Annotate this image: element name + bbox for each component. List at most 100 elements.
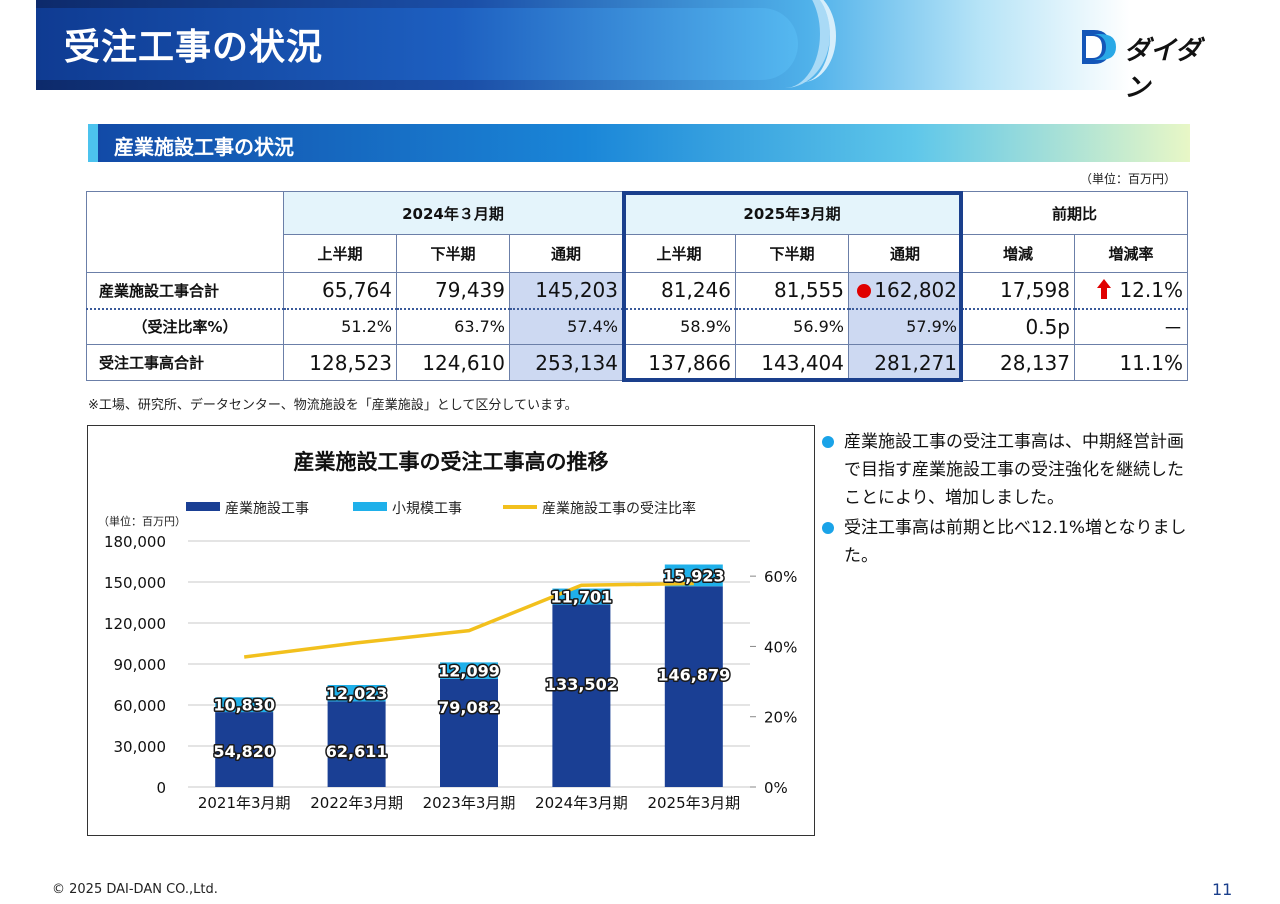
table-header-periods: 上半期 下半期 通期 上半期 下半期 通期 増減 増減率 <box>87 234 1188 273</box>
bar-small-works <box>440 662 498 679</box>
y2-tick-label: 40% <box>764 638 797 656</box>
page-title: 受注工事の状況 <box>64 27 324 68</box>
y-tick-label: 30,000 <box>114 738 167 756</box>
logo-mark-icon <box>1082 30 1116 64</box>
page-number: 11 <box>1212 880 1233 899</box>
table-cell-rate: 12.1% <box>1074 272 1188 309</box>
table-row-orders-total: 受注工事高合計 128,523 124,610 253,134 137,866 … <box>86 344 1188 381</box>
data-label-small-works: 12,099 <box>438 662 500 681</box>
section-header-accent <box>88 124 98 162</box>
red-dot-icon <box>857 284 872 299</box>
bar-small-works <box>664 564 723 587</box>
table-cell: 17,598 <box>961 272 1075 309</box>
table-cell: 11.1% <box>1074 344 1188 381</box>
table-header-years: 2024年３月期 2025年3月期 前期比 <box>86 191 1188 273</box>
sub-header-cell: 増減 <box>961 234 1075 273</box>
data-label-industrial: 146,879 <box>657 666 730 685</box>
y-tick-label: 0 <box>156 779 166 797</box>
ratio-line <box>243 581 694 659</box>
year-header-2025: 2025年3月期 <box>622 191 962 235</box>
table-cell: 57.4% <box>509 307 623 345</box>
header-swoosh-inner <box>770 0 836 82</box>
table-cell: 57.9% <box>848 307 962 345</box>
y-tick-label: 180,000 <box>104 533 166 551</box>
bar-industrial <box>552 604 611 787</box>
x-tick-label: 2023年3月期 <box>423 794 516 812</box>
header-title-band <box>36 8 798 80</box>
year-header-comparison: 前期比 <box>961 191 1188 235</box>
data-label-small-works: 12,023 <box>326 684 388 703</box>
sub-header-cell: 下半期 <box>396 234 510 273</box>
table-cell: 63.7% <box>396 307 510 345</box>
data-label-industrial: 133,502 <box>545 675 618 694</box>
bullet-text: 産業施設工事の受注工事高は、中期経営計画で目指す産業施設工事の受注強化を継続した… <box>844 432 1184 508</box>
table-row-industrial-total: 産業施設工事合計 65,764 79,439 145,203 81,246 81… <box>86 272 1188 309</box>
table-row-ratio: （受注比率%） 51.2% 63.7% 57.4% 58.9% 56.9% 57… <box>86 307 1188 345</box>
bullet-text: 受注工事高は前期と比べ12.1%増となりました。 <box>844 518 1187 566</box>
table-cell: 58.9% <box>622 307 736 345</box>
table-cell: 143,404 <box>735 344 849 381</box>
y2-tick-label: 60% <box>764 568 797 586</box>
copyright: © 2025 DAI-DAN CO.,Ltd. <box>52 882 218 897</box>
row-label: （受注比率%） <box>86 307 284 345</box>
bar-small-works <box>327 685 386 702</box>
chart-unit-label: （単位：百万円） <box>98 514 186 528</box>
sub-header-cell: 通期 <box>848 234 962 273</box>
table-cell: 81,555 <box>735 272 849 309</box>
row-label: 産業施設工事合計 <box>86 272 284 309</box>
x-tick-label: 2025年3月期 <box>647 794 740 812</box>
data-label-small-works: 10,830 <box>213 696 275 715</box>
y-tick-label: 60,000 <box>114 697 167 715</box>
data-label-small-works: 11,701 <box>551 588 613 607</box>
row-label: 受注工事高合計 <box>86 344 284 381</box>
bullet-dot-icon <box>822 436 834 448</box>
table-cell: 124,610 <box>396 344 510 381</box>
y-tick-label: 120,000 <box>104 615 166 633</box>
section-title: 産業施設工事の状況 <box>114 135 294 159</box>
table-cell: － <box>1074 307 1188 345</box>
y2-tick-label: 20% <box>764 709 797 727</box>
legend-swatch <box>186 502 220 511</box>
bullet-dot-icon <box>822 522 834 534</box>
chart-frame <box>87 425 815 836</box>
sub-header-cell: 上半期 <box>622 234 736 273</box>
sub-header-cell: 増減率 <box>1074 234 1188 273</box>
section-header-bar <box>88 124 1190 162</box>
table-cell: 79,439 <box>396 272 510 309</box>
sub-header-cell: 通期 <box>509 234 623 273</box>
legend-swatch <box>353 502 387 511</box>
x-tick-label: 2021年3月期 <box>198 794 291 812</box>
table-cell: 253,134 <box>509 344 623 381</box>
commentary: 産業施設工事の受注工事高は、中期経営計画で目指す産業施設工事の受注強化を継続した… <box>822 428 1197 572</box>
table-cell: 65,764 <box>283 272 397 309</box>
company-logo: ダイダン <box>1080 28 1220 103</box>
data-label-industrial: 79,082 <box>438 698 500 717</box>
data-label-small-works: 15,923 <box>663 566 725 585</box>
table-cell: 128,523 <box>283 344 397 381</box>
bullet-item: 産業施設工事の受注工事高は、中期経営計画で目指す産業施設工事の受注強化を継続した… <box>822 428 1197 512</box>
bar-industrial <box>664 586 723 787</box>
chart-title: 産業施設工事の受注工事高の推移 <box>294 450 609 474</box>
table-cell: 281,271 <box>848 344 962 381</box>
bar-industrial <box>215 712 274 787</box>
orders-table: 2024年３月期 2025年3月期 前期比 上半期 下半期 通期 上半期 下半期… <box>86 191 1188 381</box>
table-cell: 145,203 <box>509 272 623 309</box>
x-tick-label: 2024年3月期 <box>535 794 628 812</box>
y-tick-label: 90,000 <box>114 656 167 674</box>
table-cell: 81,246 <box>622 272 736 309</box>
sub-header-cell: 下半期 <box>735 234 849 273</box>
data-label-industrial: 54,820 <box>213 742 275 761</box>
up-arrow-icon <box>1097 279 1112 300</box>
x-tick-label: 2022年3月期 <box>310 794 403 812</box>
table-cell-value: 162,802 <box>874 278 957 303</box>
legend-swatch <box>503 505 537 509</box>
table-cell-highlight: 162,802 <box>848 272 962 309</box>
table-cell: 51.2% <box>283 307 397 345</box>
legend-label: 産業施設工事の受注比率 <box>542 500 696 517</box>
legend-label: 産業施設工事 <box>225 501 309 517</box>
table-corner-cell <box>86 191 284 273</box>
bullet-item: 受注工事高は前期と比べ12.1%増となりました。 <box>822 514 1197 570</box>
table-cell: 0.5p <box>961 307 1075 345</box>
table-cell: 28,137 <box>961 344 1075 381</box>
